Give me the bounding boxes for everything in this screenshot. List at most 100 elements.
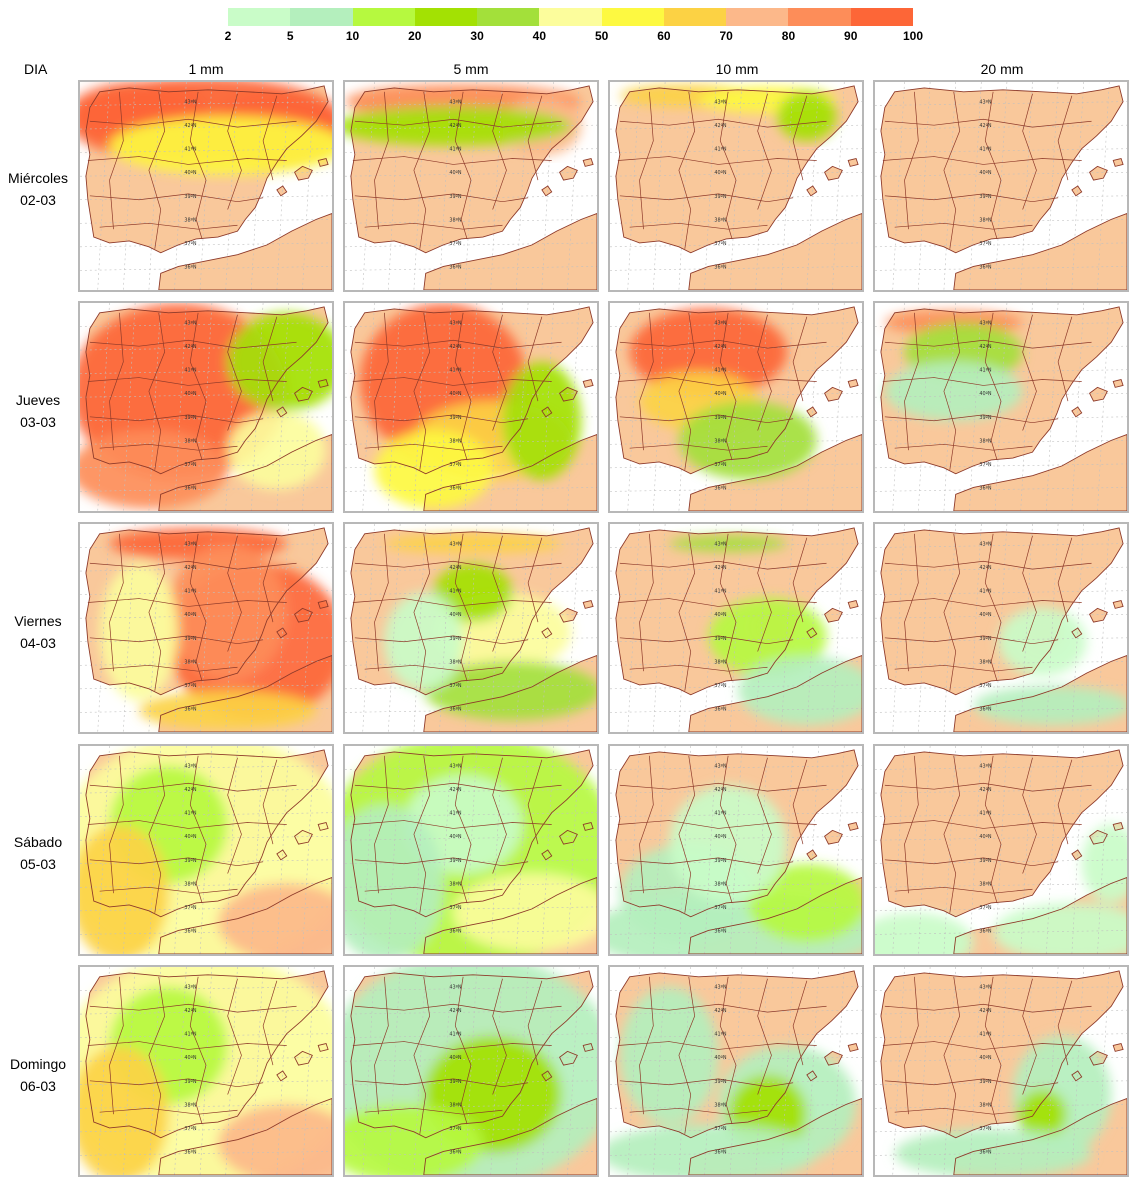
province-border bbox=[757, 314, 772, 431]
province-border bbox=[227, 757, 242, 874]
latitude-label: 39ºN bbox=[979, 415, 992, 421]
province-border bbox=[1022, 535, 1037, 652]
latitude-label: 39ºN bbox=[184, 415, 197, 421]
meridian-line bbox=[1020, 524, 1033, 732]
province-border bbox=[984, 312, 1002, 461]
coastline bbox=[1112, 379, 1124, 388]
meridian-line bbox=[225, 967, 238, 1175]
latitude-label: 37ºN bbox=[449, 683, 462, 689]
coastline bbox=[317, 158, 329, 167]
meridian-line bbox=[678, 524, 692, 732]
province-border bbox=[719, 755, 737, 904]
province-border bbox=[904, 533, 919, 672]
latitude-label: 39ºN bbox=[449, 858, 462, 864]
menorca-island bbox=[848, 1043, 859, 1052]
probability-area bbox=[217, 883, 332, 954]
meridian-line bbox=[918, 303, 931, 511]
africa-landmass bbox=[688, 213, 862, 290]
latitude-label: 40ºN bbox=[714, 391, 727, 397]
latitude-label: 38ºN bbox=[184, 659, 197, 665]
meridian-line bbox=[653, 967, 666, 1175]
latitude-label: 36ºN bbox=[449, 928, 462, 934]
precipitation-probability-field bbox=[610, 986, 857, 1175]
legend-tick-label: 90 bbox=[844, 29, 858, 43]
row-label-viernes: Viernes 04-03 bbox=[0, 610, 76, 654]
province-border bbox=[89, 118, 297, 128]
province-border bbox=[354, 635, 529, 645]
province-border bbox=[89, 414, 264, 424]
province-border bbox=[629, 222, 768, 230]
latitude-label: 36ºN bbox=[979, 706, 992, 712]
meridian-line bbox=[892, 303, 905, 511]
latitude-label: 38ºN bbox=[714, 881, 727, 887]
latitude-label: 36ºN bbox=[184, 706, 197, 712]
province-border bbox=[374, 755, 389, 894]
meridian-line bbox=[302, 524, 315, 732]
coastline bbox=[847, 379, 859, 388]
row-label-jueves: Jueves 03-03 bbox=[0, 389, 76, 433]
province-border bbox=[374, 533, 389, 672]
coastline bbox=[1071, 185, 1083, 197]
latitude-label: 42ºN bbox=[979, 565, 992, 571]
map-canvas: 43ºN 42ºN 41ºN 40ºN 39ºN 38ºN 37ºN 36ºN bbox=[610, 303, 862, 511]
meridian-line bbox=[780, 82, 794, 290]
latitude-label: 40ºN bbox=[979, 170, 992, 176]
latitude-label: 41ºN bbox=[714, 811, 727, 817]
map-panel-viernes-5mm: 43ºN 42ºN 41ºN 40ºN 39ºN 38ºN 37ºN 36ºN bbox=[343, 522, 599, 734]
latitude-label: 37ºN bbox=[184, 905, 197, 911]
province-border bbox=[678, 755, 696, 913]
legend-swatch-3 bbox=[414, 8, 478, 26]
province-border bbox=[89, 857, 264, 867]
latitude-label: 38ºN bbox=[714, 1102, 727, 1108]
province-border bbox=[884, 1003, 1092, 1013]
province-border bbox=[87, 1041, 287, 1050]
latitude-label: 43ºN bbox=[184, 321, 197, 327]
probability-area bbox=[227, 410, 327, 490]
latitude-label: 41ºN bbox=[184, 811, 197, 817]
coastline bbox=[806, 627, 818, 639]
province-border bbox=[884, 1078, 1059, 1088]
province-border bbox=[89, 1078, 264, 1088]
meridian-line bbox=[148, 303, 162, 511]
coastline bbox=[541, 849, 553, 861]
meridian-line bbox=[755, 82, 768, 290]
meridian-line bbox=[969, 967, 982, 1175]
map-canvas: 43ºN 42ºN 41ºN 40ºN 39ºN 38ºN 37ºN 36ºN bbox=[80, 524, 332, 732]
coastline bbox=[953, 213, 1127, 290]
meridian-line bbox=[97, 303, 110, 511]
meridian-line bbox=[439, 82, 452, 290]
province-border bbox=[882, 1041, 1082, 1050]
province-border bbox=[1057, 95, 1073, 181]
meridian-line bbox=[918, 524, 931, 732]
probability-area bbox=[708, 597, 827, 677]
coastline bbox=[953, 655, 1127, 732]
latitude-label: 37ºN bbox=[449, 905, 462, 911]
row-day: Jueves bbox=[15, 392, 61, 408]
province-border bbox=[354, 1078, 529, 1088]
meridian-line bbox=[199, 746, 213, 954]
latitude-label: 39ºN bbox=[714, 194, 727, 200]
latitude-label: 36ºN bbox=[184, 1149, 197, 1155]
province-border bbox=[89, 635, 264, 645]
coastline bbox=[276, 1070, 288, 1082]
precipitation-probability-field bbox=[884, 310, 1023, 421]
meridian-line bbox=[780, 303, 794, 511]
province-border bbox=[352, 820, 552, 829]
province-border bbox=[354, 193, 529, 203]
province-border bbox=[262, 95, 278, 181]
meridian-line bbox=[729, 82, 743, 290]
province-border bbox=[617, 377, 817, 386]
coastline bbox=[847, 158, 859, 167]
meridian-line bbox=[490, 303, 503, 511]
coastline bbox=[1089, 829, 1108, 845]
map-panel-sábado-20mm: 43ºN 42ºN 41ºN 40ºN 39ºN 38ºN 37ºN 36ºN bbox=[873, 744, 1129, 956]
coastline bbox=[423, 655, 597, 732]
latitude-label: 39ºN bbox=[714, 415, 727, 421]
meridian-line bbox=[388, 967, 401, 1175]
latitude-label: 42ºN bbox=[979, 123, 992, 129]
province-border bbox=[262, 759, 278, 845]
legend-tick-label: 70 bbox=[719, 29, 733, 43]
map-panel-jueves-5mm: 43ºN 42ºN 41ºN 40ºN 39ºN 38ºN 37ºN 36ºN bbox=[343, 301, 599, 513]
coastline bbox=[423, 434, 597, 511]
province-border bbox=[617, 820, 817, 829]
